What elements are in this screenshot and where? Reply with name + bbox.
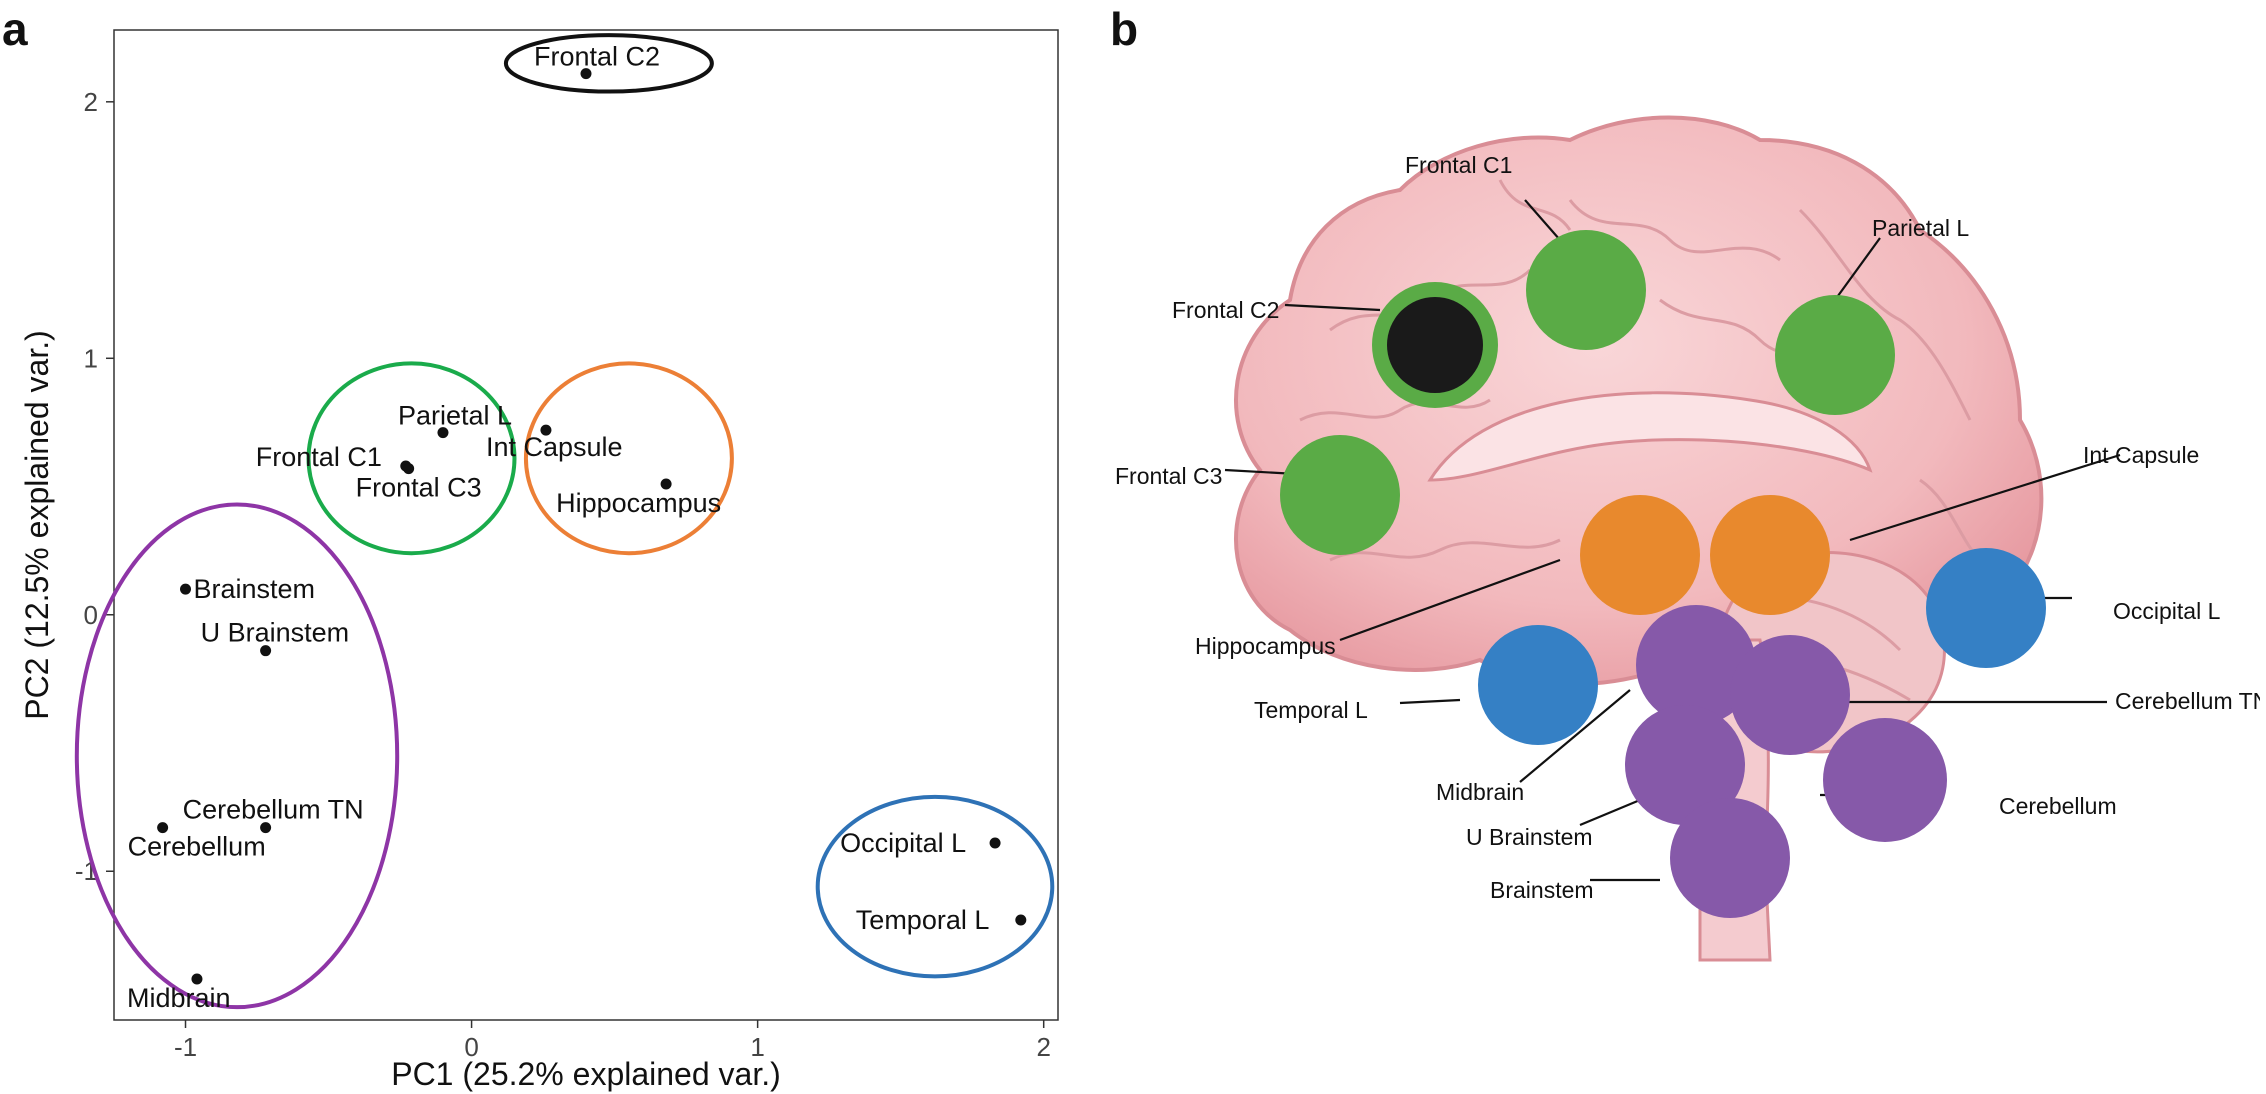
- data-point-label: Frontal C1: [256, 442, 382, 472]
- data-point: [1015, 914, 1027, 926]
- label-occipital-l: Occipital L: [2113, 598, 2221, 624]
- x-axis-label: PC1 (25.2% explained var.): [391, 1056, 781, 1092]
- region-dot-u-brainstem: [1625, 705, 1745, 825]
- data-point: [437, 427, 449, 439]
- y-tick-label: 2: [84, 87, 98, 117]
- data-point: [660, 478, 672, 490]
- corpus-callosum-shape: [1427, 391, 1873, 482]
- cluster-ellipse-black: [503, 33, 714, 94]
- region-dot-int-capsule: [1710, 495, 1830, 615]
- label-cerebellum-tn: Cerebellum TN: [2115, 688, 2260, 714]
- brain-region-markers: [1224, 199, 2121, 918]
- region-dot-occipital-l: [1926, 548, 2046, 668]
- label-hippocampus: Hippocampus: [1195, 633, 1336, 659]
- region-dot-cerebellum-tn: [1730, 635, 1850, 755]
- data-point: [191, 973, 203, 985]
- x-tick-label: 1: [750, 1032, 764, 1062]
- region-dot-frontal-c3: [1280, 435, 1400, 555]
- data-point-label: Midbrain: [127, 983, 231, 1013]
- x-tick-label: 2: [1036, 1032, 1050, 1062]
- data-point-label: Hippocampus: [556, 488, 721, 518]
- data-point: [989, 837, 1001, 849]
- label-frontal-c2: Frontal C2: [1172, 297, 1279, 323]
- label-u-brainstem: U Brainstem: [1466, 824, 1593, 850]
- plot-frame: [113, 29, 1059, 1021]
- label-frontal-c3: Frontal C3: [1115, 463, 1222, 489]
- region-dot-temporal-l: [1478, 625, 1598, 745]
- label-brainstem: Brainstem: [1490, 877, 1594, 903]
- data-point: [260, 822, 272, 834]
- data-point: [580, 68, 592, 80]
- data-point-label: Occipital L: [840, 828, 966, 858]
- cluster-ellipse-orange: [523, 361, 734, 556]
- panel-a-letter: a: [2, 3, 28, 55]
- label-temporal-l: Temporal L: [1254, 697, 1368, 723]
- data-point-label: U Brainstem: [201, 618, 350, 648]
- data-point-label: Frontal C3: [356, 473, 482, 503]
- x-tick-label: 0: [464, 1032, 478, 1062]
- cluster-ellipse-purple: [74, 502, 400, 1010]
- region-dot-midbrain: [1636, 605, 1756, 725]
- label-parietal-l: Parietal L: [1872, 215, 1969, 241]
- data-point-label: Cerebellum TN: [183, 795, 364, 825]
- region-dot-hippocampus: [1580, 495, 1700, 615]
- cluster-ellipse-green: [306, 361, 517, 556]
- x-tick-label: -1: [174, 1032, 197, 1062]
- data-point-label: Frontal C2: [534, 42, 660, 72]
- region-dot-frontal-c1: [1526, 230, 1646, 350]
- brain-labels: Frontal C1 Parietal L Frontal C2 Frontal…: [1115, 152, 2260, 903]
- cluster-ellipse-blue: [815, 794, 1055, 979]
- y-tick-label: 0: [84, 600, 98, 630]
- data-point: [403, 463, 415, 475]
- label-midbrain: Midbrain: [1436, 779, 1524, 805]
- label-frontal-c1: Frontal C1: [1405, 152, 1512, 178]
- data-point: [540, 424, 552, 436]
- panel-b-letter: b: [1110, 3, 1139, 55]
- data-point: [180, 583, 192, 595]
- region-dot-brainstem: [1670, 798, 1790, 918]
- brain-region-diagram: Frontal C1 Parietal L Frontal C2 Frontal…: [1115, 115, 2260, 962]
- data-point: [260, 645, 272, 657]
- region-dot-frontal-c2: [1387, 297, 1483, 393]
- region-dot-cerebellum: [1823, 718, 1947, 842]
- label-cerebellum: Cerebellum: [1999, 793, 2117, 819]
- region-dot-parietal-l: [1775, 295, 1895, 415]
- label-int-capsule: Int Capsule: [2083, 442, 2199, 468]
- y-axis-label: PC2 (12.5% explained var.): [19, 330, 55, 720]
- y-tick-label: 1: [84, 343, 98, 373]
- data-point-label: Cerebellum: [128, 832, 266, 862]
- data-point-label: Brainstem: [194, 574, 316, 604]
- data-point-label: Temporal L: [856, 905, 990, 935]
- data-point: [157, 822, 169, 834]
- data-point-label: Int Capsule: [486, 432, 623, 462]
- data-point-label: Parietal L: [398, 401, 512, 431]
